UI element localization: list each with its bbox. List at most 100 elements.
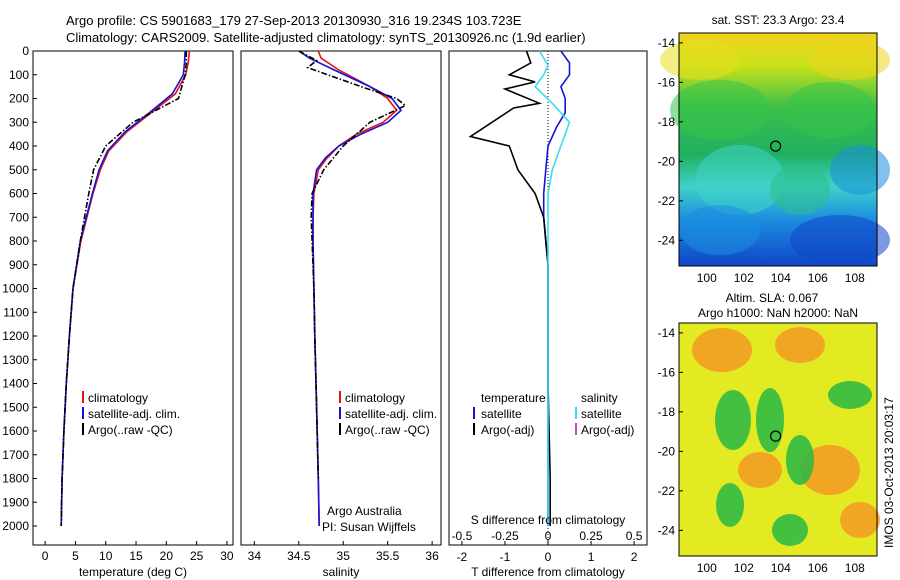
map-x-tick-label: 104 — [771, 561, 791, 575]
sst-texture-patch — [810, 40, 890, 80]
x-tick-label: 25 — [190, 549, 204, 563]
x-tick-label: 34 — [248, 549, 262, 563]
legend-label-argo: Argo(..raw -QC) — [345, 423, 430, 437]
argo-location-marker — [769, 430, 782, 442]
x-tick-label: 34.5 — [287, 549, 311, 563]
sla-texture-patch — [800, 445, 860, 495]
sst-map-ticks: 100 102 104 106 108 -14 -16 -18 -20 -22 -24 — [658, 36, 865, 285]
x-tick-label: -2 — [457, 550, 468, 564]
difference-top-xlabel: S difference from climatology — [471, 513, 626, 527]
x-tick-label: 35.5 — [376, 549, 400, 563]
x-tick-label: -1 — [500, 550, 511, 564]
x-tick-label: 5 — [72, 549, 79, 563]
sla-texture-patch — [828, 381, 872, 409]
series-line-temperature-argo-adj- — [468, 50, 552, 526]
legend-label-satellite: satellite-adj. clim. — [345, 407, 437, 421]
x-top-tick-label: -0.25 — [491, 529, 519, 543]
x-top-tick-label: 0 — [545, 529, 552, 543]
map-y-tick-label: -20 — [658, 154, 676, 168]
difference-lines — [468, 50, 571, 526]
x-tick-label: 1 — [588, 550, 595, 564]
x-tick-label: 20 — [160, 549, 174, 563]
x-top-tick-label: -0.5 — [452, 529, 473, 543]
sst-texture-patch — [680, 205, 760, 255]
imos-timestamp: IMOS 03-Oct-2013 20:03:17 — [882, 397, 896, 548]
map-y-tick-label: -22 — [658, 484, 676, 498]
y-tick-label: 800 — [9, 234, 29, 248]
salinity-legend: climatology satellite-adj. clim. Argo(..… — [339, 391, 437, 437]
sla-texture-patch — [840, 502, 880, 538]
x-tick-label: 15 — [129, 549, 143, 563]
x-tick-label: 2 — [631, 550, 638, 564]
sla-map-panel: Altim. SLA: 0.067 Argo h1000: NaN h2000:… — [658, 291, 880, 575]
y-tick-label: 100 — [9, 68, 29, 82]
map-y-tick-label: -14 — [658, 36, 676, 50]
map-x-tick-label: 100 — [697, 271, 717, 285]
salinity-x-ticks: 34 34.5 35 35.5 36 — [248, 541, 439, 563]
difference-panel: -2 -1 0 1 2 -0.5 -0.25 0 0.25 0.5 temperature sat… — [448, 50, 648, 579]
series-line-climatology — [60, 50, 191, 527]
map-y-tick-label: -18 — [658, 115, 676, 129]
annotation-argo-australia: Argo Australia — [327, 504, 402, 518]
series-line-argo-raw-qc- — [298, 50, 407, 479]
y-tick-label: 1300 — [2, 353, 29, 367]
y-tick-label: 1900 — [2, 495, 29, 509]
y-tick-label: 900 — [9, 258, 29, 272]
difference-x-ticks: -2 -1 0 1 2 -0.5 -0.25 0 0.25 0.5 — [452, 529, 643, 564]
map-x-tick-label: 108 — [845, 271, 865, 285]
series-line-argo-raw-qc- — [60, 51, 188, 527]
map-x-tick-label: 106 — [808, 561, 828, 575]
temperature-axes-frame — [32, 50, 234, 546]
legend-label-sal-satellite: satellite — [581, 407, 622, 421]
sst-map-title: sat. SST: 23.3 Argo: 23.4 — [712, 13, 845, 27]
x-top-tick-label: 0.5 — [626, 529, 643, 543]
sla-map-title-1: Altim. SLA: 0.067 — [726, 291, 819, 305]
sla-texture-patch — [738, 452, 782, 488]
sla-texture-patch — [772, 514, 808, 546]
legend-label-temp-argo: Argo(-adj) — [481, 423, 534, 437]
x-tick-label: 0 — [545, 550, 552, 564]
sla-texture-patch — [775, 327, 825, 363]
map-x-tick-label: 100 — [697, 561, 717, 575]
y-tick-label: 1800 — [2, 472, 29, 486]
sst-texture-patch — [770, 165, 830, 215]
series-line-salinity-satellite — [534, 50, 571, 526]
map-y-tick-label: -20 — [658, 444, 676, 458]
sst-texture — [660, 40, 890, 265]
sst-texture-patch — [695, 145, 785, 215]
sst-texture-patch — [660, 40, 740, 80]
legend-label-argo: Argo(..raw -QC) — [88, 423, 173, 437]
x-top-tick-label: 0.25 — [579, 529, 603, 543]
legend-label-climatology: climatology — [88, 391, 148, 405]
legend-label-temp-satellite: satellite — [481, 407, 522, 421]
y-tick-label: 1200 — [2, 329, 29, 343]
y-tick-label: 1100 — [3, 305, 29, 319]
legend-heading-salinity: salinity — [581, 391, 618, 405]
difference-legend: temperature satellite Argo(-adj) salinit… — [473, 391, 634, 437]
map-y-tick-label: -18 — [658, 405, 676, 419]
sst-map-frame — [678, 32, 878, 267]
map-x-tick-label: 104 — [771, 271, 791, 285]
sla-texture-patch — [786, 435, 814, 485]
map-x-tick-label: 102 — [734, 271, 754, 285]
map-y-tick-label: -16 — [658, 365, 676, 379]
difference-xlabel: T difference from climatology — [471, 565, 625, 579]
y-tick-label: 1700 — [2, 448, 29, 462]
x-tick-label: 10 — [99, 549, 113, 563]
y-tick-label: 0 — [22, 44, 29, 58]
sst-texture-patch — [785, 82, 875, 138]
x-tick-label: 35 — [337, 549, 351, 563]
map-y-tick-label: -24 — [658, 233, 676, 247]
sst-texture-patch — [670, 80, 770, 140]
map-x-tick-label: 106 — [808, 271, 828, 285]
header-line2: Climatology: CARS2009. Satellite-adjuste… — [66, 30, 586, 45]
y-tick-label: 1400 — [2, 377, 29, 391]
temperature-legend: climatology satellite-adj. clim. Argo(..… — [82, 391, 180, 437]
salinity-axes-frame — [240, 50, 442, 546]
x-tick-label: 0 — [42, 549, 49, 563]
annotation-pi: PI: Susan Wijffels — [322, 520, 416, 534]
temperature-lines — [60, 50, 191, 527]
y-tick-label: 500 — [9, 163, 29, 177]
map-y-tick-label: -22 — [658, 194, 676, 208]
